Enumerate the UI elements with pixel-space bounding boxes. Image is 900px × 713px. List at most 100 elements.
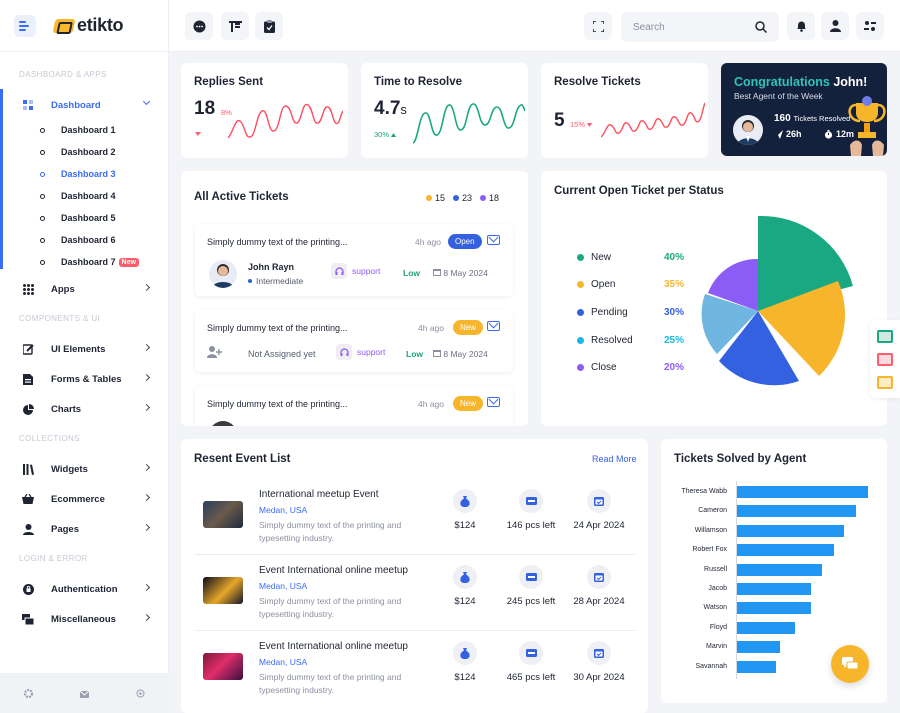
settings-icon[interactable] [23,688,33,698]
arrow-up-icon [391,133,397,137]
power-icon[interactable] [136,689,145,698]
profile-button[interactable] [821,12,849,40]
sidebar-subitem-dashboard-6[interactable]: Dashboard 6 [40,231,116,249]
resolve-tickets-sparkline [601,102,705,138]
clipboard-button[interactable] [255,12,283,40]
calendar-button[interactable] [221,12,249,40]
chat-fab-button[interactable] [831,645,869,683]
circle-icon [40,127,45,133]
sidebar-subitem-dashboard-3[interactable]: Dashboard 3 [40,165,116,183]
lock-icon [22,583,34,595]
menu-toggle-icon[interactable] [14,14,36,37]
legend-dot-icon [577,337,584,344]
chevron-right-icon [142,403,151,412]
chart-title: Tickets Solved by Agent [674,453,807,465]
open-status-card: Current Open Ticket per Status New 40% O… [541,171,887,426]
ticket-item[interactable]: Simply dummy text of the printing... 4h … [195,386,513,426]
search-icon[interactable] [755,21,767,33]
stat-value: 4.7s [374,98,407,120]
event-thumbnail [203,577,243,604]
ticket-date: 8 May 2024 [433,349,488,359]
sidebar-footer [0,673,169,713]
event-price-value: $124 [454,520,476,531]
sidebar-subitem-dashboard-2[interactable]: Dashboard 2 [40,143,116,161]
agent-label: Robert Fox [692,546,727,554]
event-location: Medan, USA [259,505,308,515]
side-toolbar [870,320,900,398]
chevron-down-icon [142,97,151,106]
stopwatch-icon [824,129,833,139]
sidebar-item-charts[interactable]: Charts [0,398,169,420]
circle-icon [40,149,45,155]
chevron-right-icon [142,283,151,292]
headset-icon [331,263,347,279]
sidebar-subitem-dashboard-4[interactable]: Dashboard 4 [40,187,116,205]
mail-icon[interactable] [487,235,500,245]
legend-label: Open [591,279,616,290]
event-row[interactable]: Event International online meetup Medan,… [195,555,635,631]
event-stock-value: 245 pcs left [506,596,556,607]
mail-icon[interactable] [487,321,500,331]
sidebar-subitem-dashboard-1[interactable]: Dashboard 1 [40,121,116,139]
user-plus-icon [207,346,222,358]
event-row[interactable]: Event International online meetup Medan,… [195,631,635,707]
sidebar-item-forms-tables[interactable]: Forms & Tables [0,368,169,390]
stat-percent: 30% [374,130,397,139]
sidebar-item-pages[interactable]: Pages [0,518,169,540]
folder-icon[interactable] [877,376,893,389]
ticket-level-text: Intermediate [256,276,304,286]
stat-percent: 15% [570,120,593,129]
image-icon[interactable] [877,353,893,366]
agent-bar [736,660,776,673]
sidebar-item-widgets[interactable]: Widgets [0,458,169,480]
ticket-item[interactable]: Simply dummy text of the printing... 4h … [195,310,513,372]
sidebar-subitem-dashboard-7[interactable]: Dashboard 7 New [40,253,139,271]
apps-menu-button[interactable] [856,12,884,40]
ticket-priority: Low [406,349,423,359]
logo[interactable]: etikto [52,15,124,36]
fullscreen-button[interactable] [584,12,612,40]
congrats-name: John! [833,75,868,89]
sidebar-item-label: Authentication [51,583,118,595]
event-description: Simply dummy text of the printing and ty… [259,596,402,619]
count-closed: 18 [480,193,499,203]
congratulations-card: Congratulations John! Best Agent of the … [721,63,887,156]
chat-button[interactable] [185,12,213,40]
read-more-link[interactable]: Read More [592,454,637,464]
camera-icon[interactable] [877,330,893,343]
agent-bar [736,583,812,595]
notifications-button[interactable] [787,12,815,40]
sidebar-subitem-label: Dashboard 2 [61,147,116,157]
search-input[interactable] [633,21,755,33]
sidebar-item-authentication[interactable]: Authentication [0,578,169,600]
sidebar-subitem-dashboard-5[interactable]: Dashboard 5 [40,209,116,227]
event-thumbnail [203,501,243,528]
ticket-user: Not Assigned yet [248,349,316,359]
active-tickets-card: All Active Tickets 15 23 18 Simply dummy… [181,171,528,426]
sidebar-item-label: Ecommerce [51,493,105,505]
sidebar-item-miscellaneous[interactable]: Miscellaneous [0,608,169,630]
legend-value: 40% [664,252,685,263]
stat-percent: 8% [221,108,232,117]
sidebar-item-ecommerce[interactable]: Ecommerce [0,488,169,510]
event-price: $124 [435,565,495,607]
sidebar-item-dashboard[interactable]: Dashboard [0,89,169,269]
sidebar-item-label: Apps [51,283,75,295]
event-date-value: 28 Apr 2024 [573,596,625,607]
event-row[interactable]: International meetup Event Medan, USA Si… [195,479,635,555]
status-badge: Open [448,234,482,249]
topbar [169,0,900,52]
ticket-tag-text: support [352,266,381,276]
ticket-item[interactable]: Simply dummy text of the printing... 4h … [195,224,513,296]
sidebar-item-apps[interactable]: Apps [0,278,169,300]
search-box [621,12,779,42]
agent-bar [736,486,868,498]
sidebar-item-ui-elements[interactable]: UI Elements [0,338,169,360]
level-dot-icon [248,279,252,283]
sidebar-item-label: Miscellaneous [51,613,116,625]
mail-icon[interactable] [79,689,90,698]
sidebar-item-label: Dashboard [51,99,101,111]
mail-icon[interactable] [487,397,500,407]
money-bag-icon [453,641,477,665]
agent-label: Floyd [709,623,727,631]
